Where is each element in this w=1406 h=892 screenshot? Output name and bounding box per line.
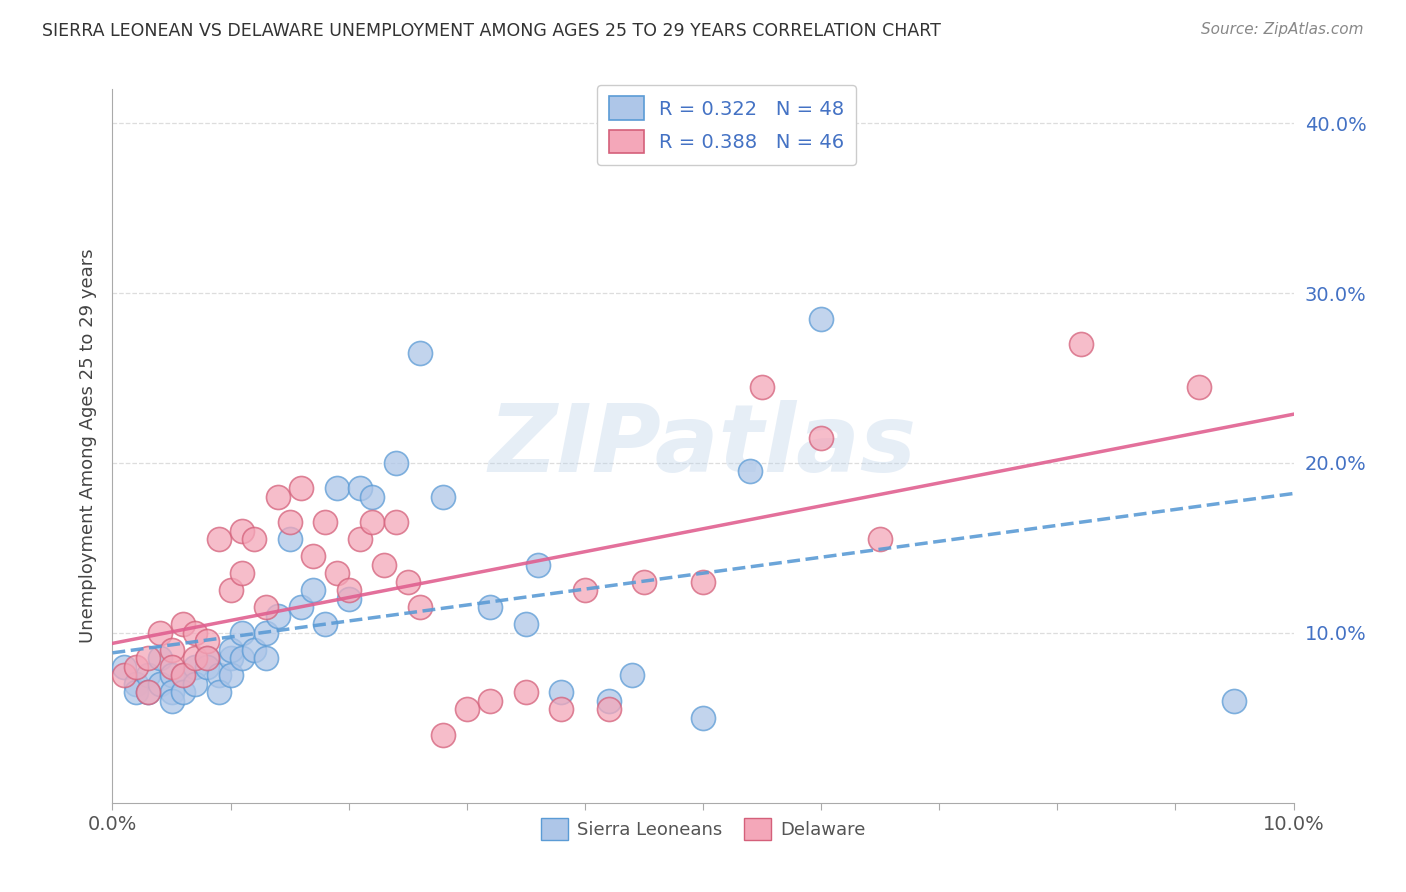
Point xyxy=(515,685,537,699)
Point xyxy=(373,558,395,572)
Point xyxy=(1070,337,1092,351)
Point xyxy=(598,694,620,708)
Y-axis label: Unemployment Among Ages 25 to 29 years: Unemployment Among Ages 25 to 29 years xyxy=(79,249,97,643)
Point xyxy=(112,660,135,674)
Point xyxy=(550,685,572,699)
Point xyxy=(810,311,832,326)
Legend: Sierra Leoneans, Delaware: Sierra Leoneans, Delaware xyxy=(533,811,873,847)
Point xyxy=(515,617,537,632)
Point xyxy=(125,660,148,674)
Point xyxy=(219,668,242,682)
Point xyxy=(479,600,502,615)
Point xyxy=(302,583,325,598)
Point xyxy=(172,617,194,632)
Point xyxy=(337,583,360,598)
Point xyxy=(184,651,207,665)
Point xyxy=(231,651,253,665)
Point xyxy=(326,482,349,496)
Point xyxy=(396,574,419,589)
Point xyxy=(314,617,336,632)
Point xyxy=(408,600,430,615)
Point xyxy=(326,566,349,581)
Point xyxy=(231,626,253,640)
Point xyxy=(112,668,135,682)
Point xyxy=(184,660,207,674)
Point xyxy=(278,516,301,530)
Point xyxy=(254,651,277,665)
Point xyxy=(432,728,454,742)
Point xyxy=(160,660,183,674)
Point xyxy=(278,533,301,547)
Point xyxy=(243,533,266,547)
Point xyxy=(621,668,644,682)
Point xyxy=(254,626,277,640)
Point xyxy=(195,660,218,674)
Point xyxy=(361,490,384,504)
Point xyxy=(385,516,408,530)
Point xyxy=(184,677,207,691)
Point xyxy=(267,608,290,623)
Point xyxy=(810,430,832,444)
Point xyxy=(160,694,183,708)
Point xyxy=(195,651,218,665)
Point xyxy=(184,626,207,640)
Point xyxy=(243,643,266,657)
Point xyxy=(254,600,277,615)
Point xyxy=(349,533,371,547)
Point xyxy=(456,702,478,716)
Point xyxy=(160,668,183,682)
Point xyxy=(302,549,325,564)
Point xyxy=(692,711,714,725)
Point xyxy=(692,574,714,589)
Point xyxy=(231,524,253,538)
Point xyxy=(172,685,194,699)
Point xyxy=(231,566,253,581)
Text: Source: ZipAtlas.com: Source: ZipAtlas.com xyxy=(1201,22,1364,37)
Point xyxy=(149,651,172,665)
Point xyxy=(385,456,408,470)
Point xyxy=(195,634,218,648)
Point xyxy=(574,583,596,598)
Point xyxy=(219,583,242,598)
Point xyxy=(314,516,336,530)
Point xyxy=(1188,379,1211,393)
Point xyxy=(408,345,430,359)
Point xyxy=(290,482,312,496)
Point xyxy=(267,490,290,504)
Point xyxy=(136,685,159,699)
Point xyxy=(526,558,548,572)
Point xyxy=(550,702,572,716)
Point xyxy=(337,591,360,606)
Point xyxy=(136,685,159,699)
Point xyxy=(125,685,148,699)
Point xyxy=(751,379,773,393)
Point xyxy=(160,643,183,657)
Point xyxy=(219,651,242,665)
Point xyxy=(432,490,454,504)
Text: ZIPatlas: ZIPatlas xyxy=(489,400,917,492)
Point xyxy=(598,702,620,716)
Point xyxy=(160,685,183,699)
Point xyxy=(869,533,891,547)
Point xyxy=(208,533,231,547)
Point xyxy=(361,516,384,530)
Point xyxy=(290,600,312,615)
Point xyxy=(349,482,371,496)
Point xyxy=(136,668,159,682)
Point xyxy=(125,677,148,691)
Point xyxy=(219,643,242,657)
Point xyxy=(136,651,159,665)
Point xyxy=(633,574,655,589)
Point xyxy=(479,694,502,708)
Text: SIERRA LEONEAN VS DELAWARE UNEMPLOYMENT AMONG AGES 25 TO 29 YEARS CORRELATION CH: SIERRA LEONEAN VS DELAWARE UNEMPLOYMENT … xyxy=(42,22,941,40)
Point xyxy=(208,668,231,682)
Point xyxy=(172,668,194,682)
Point xyxy=(740,465,762,479)
Point xyxy=(149,677,172,691)
Point xyxy=(1223,694,1246,708)
Point xyxy=(208,685,231,699)
Point xyxy=(149,626,172,640)
Point xyxy=(172,668,194,682)
Point xyxy=(195,651,218,665)
